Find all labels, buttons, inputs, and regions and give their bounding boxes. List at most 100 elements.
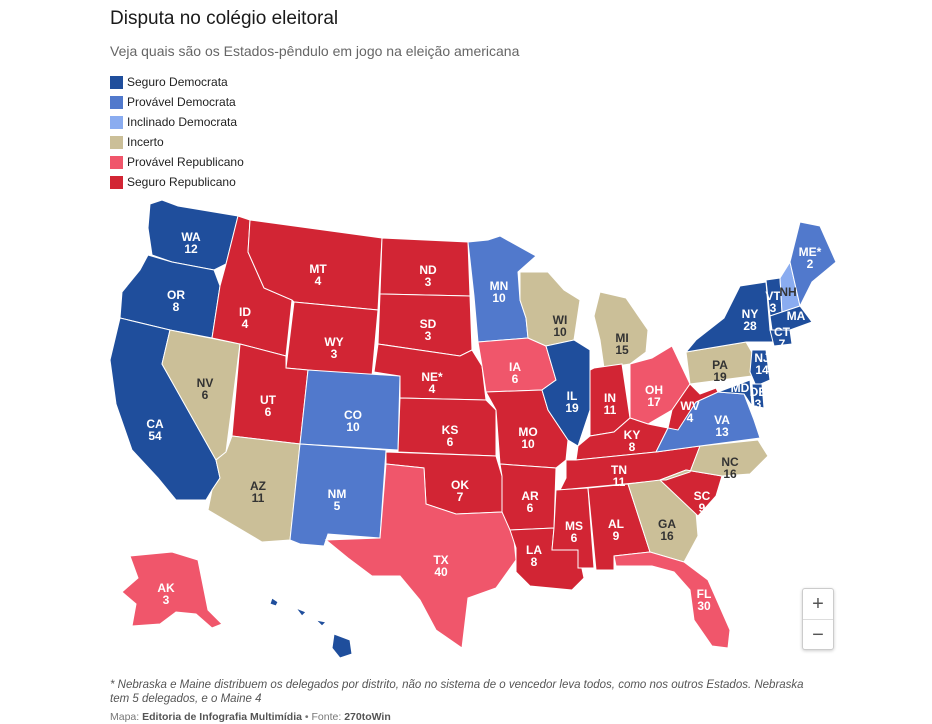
zoom-in-button[interactable]: + xyxy=(812,592,824,615)
state-label-al: AL xyxy=(608,517,624,531)
state-label-id: ID xyxy=(239,305,251,319)
legend-label: Provável Democrata xyxy=(127,95,236,109)
state-label-wv: WV xyxy=(680,399,699,413)
state-votes-nj: 14 xyxy=(755,363,769,377)
map-title: Disputa no colégio eleitoral xyxy=(110,8,339,29)
state-votes-nd: 3 xyxy=(425,275,432,289)
state-label-ms: MS xyxy=(565,519,583,533)
state-votes-mn: 10 xyxy=(492,291,506,305)
state-label-ma: MA xyxy=(787,309,806,323)
state-votes-me: 2 xyxy=(807,257,814,271)
state-hi[interactable] xyxy=(269,597,353,659)
state-votes-mi: 15 xyxy=(615,343,629,357)
state-label-ok: OK xyxy=(451,478,469,492)
state-fl[interactable] xyxy=(613,551,731,649)
credit-data-source: 270toWin xyxy=(344,711,391,723)
state-votes-ar: 6 xyxy=(527,501,534,515)
state-votes-tn: 11 xyxy=(613,475,626,489)
state-label-wa: WA xyxy=(181,230,201,244)
state-ks[interactable] xyxy=(397,397,497,457)
state-label-mt: MT xyxy=(309,262,327,276)
state-label-ca: CA xyxy=(146,417,164,431)
credit-data-prefix: Fonte: xyxy=(311,711,342,723)
legend-swatch xyxy=(110,95,123,109)
legend-item-likely-rep: Provável Republicano xyxy=(110,152,244,172)
legend-swatch xyxy=(110,175,123,189)
state-il[interactable] xyxy=(541,339,591,447)
state-votes-wa: 12 xyxy=(184,242,198,256)
state-label-ct: CT xyxy=(774,325,791,339)
state-md[interactable] xyxy=(717,379,753,408)
state-label-nh: NH xyxy=(779,285,796,299)
state-label-tx: TX xyxy=(433,553,448,567)
state-votes-az: 11 xyxy=(252,491,265,505)
state-ak[interactable] xyxy=(121,551,223,629)
zoom-control: + − xyxy=(802,588,834,650)
legend-label: Provável Republicano xyxy=(127,155,244,169)
state-wa[interactable] xyxy=(147,199,239,271)
state-votes-wv: 4 xyxy=(687,411,694,425)
state-label-mi: MI xyxy=(615,331,628,345)
state-votes-sc: 9 xyxy=(699,501,706,515)
state-label-nj: NJ xyxy=(754,351,769,365)
state-votes-nc: 16 xyxy=(723,467,737,481)
credit-map-prefix: Mapa: xyxy=(110,711,140,723)
state-tx[interactable] xyxy=(324,463,517,649)
state-label-sd: SD xyxy=(420,317,437,331)
state-nc[interactable] xyxy=(659,439,769,481)
state-votes-id: 4 xyxy=(242,317,249,331)
state-de[interactable] xyxy=(751,383,765,409)
legend: Seguro Democrata Provável Democrata Incl… xyxy=(110,72,244,192)
state-votes-pa: 19 xyxy=(713,370,727,384)
legend-item-safe-dem: Seguro Democrata xyxy=(110,72,244,92)
state-votes-ok: 7 xyxy=(457,490,464,504)
state-votes-ny: 28 xyxy=(743,319,757,333)
state-votes-ks: 6 xyxy=(447,435,454,449)
state-votes-or: 8 xyxy=(173,300,180,314)
state-votes-al: 9 xyxy=(613,529,620,543)
legend-swatch xyxy=(110,155,123,169)
state-label-sc: SC xyxy=(694,489,711,503)
legend-label: Seguro Democrata xyxy=(127,75,228,89)
legend-item-likely-dem: Provável Democrata xyxy=(110,92,244,112)
state-ny[interactable] xyxy=(684,281,779,353)
state-label-ar: AR xyxy=(521,489,539,503)
state-nj[interactable] xyxy=(749,349,771,387)
state-label-ut: UT xyxy=(260,393,277,407)
legend-item-tossup: Incerto xyxy=(110,132,244,152)
map-subtitle: Veja quais são os Estados-pêndulo em jog… xyxy=(110,43,520,59)
state-label-ia: IA xyxy=(509,360,521,374)
legend-swatch xyxy=(110,135,123,149)
state-wi[interactable] xyxy=(519,271,581,347)
legend-label: Incerto xyxy=(127,135,164,149)
legend-item-lean-dem: Inclinado Democrata xyxy=(110,112,244,132)
state-ct[interactable] xyxy=(769,329,793,347)
zoom-out-button[interactable]: − xyxy=(803,619,833,650)
state-votes-ia: 6 xyxy=(512,372,519,386)
state-label-mn: MN xyxy=(490,279,509,293)
state-label-co: CO xyxy=(344,408,362,422)
state-label-az: AZ xyxy=(250,479,266,493)
state-label-ks: KS xyxy=(442,423,459,437)
state-label-ne: NE* xyxy=(421,370,443,384)
state-label-ky: KY xyxy=(624,428,641,442)
state-label-il: IL xyxy=(567,389,578,403)
state-label-mo: MO xyxy=(518,425,537,439)
state-votes-in: 11 xyxy=(604,403,617,417)
state-votes-il: 19 xyxy=(565,401,579,415)
state-votes-sd: 3 xyxy=(425,329,432,343)
state-label-me: ME* xyxy=(799,245,822,259)
state-label-fl: FL xyxy=(697,587,712,601)
state-votes-ms: 6 xyxy=(571,531,578,545)
legend-swatch xyxy=(110,75,123,89)
state-votes-va: 13 xyxy=(715,425,729,439)
state-votes-wy: 3 xyxy=(331,347,338,361)
state-label-la: LA xyxy=(526,543,542,557)
state-label-oh: OH xyxy=(645,383,663,397)
state-ma[interactable] xyxy=(769,305,813,331)
state-label-tn: TN xyxy=(611,463,627,477)
state-votes-co: 10 xyxy=(346,420,360,434)
credit-separator: • xyxy=(304,711,309,723)
state-votes-ky: 8 xyxy=(629,440,636,454)
